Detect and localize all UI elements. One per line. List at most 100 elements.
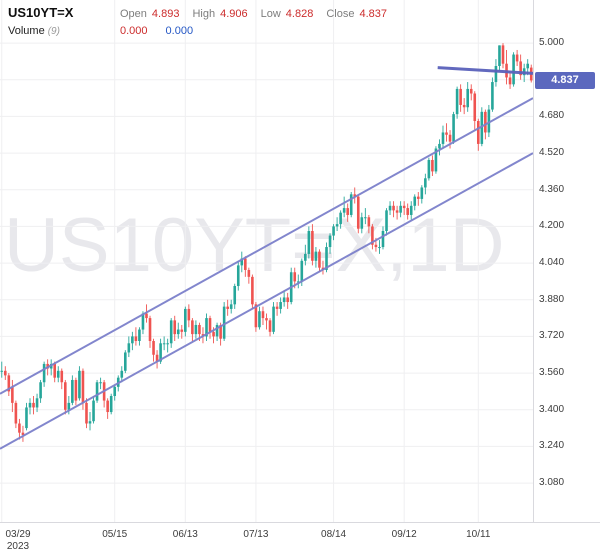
volume-label: Volume bbox=[8, 25, 45, 37]
candle bbox=[473, 93, 477, 122]
candle bbox=[95, 382, 99, 401]
candle bbox=[395, 210, 399, 213]
candle bbox=[173, 320, 177, 335]
open-value: 4.893 bbox=[151, 8, 180, 20]
volume-indicator: Volume (9) bbox=[8, 21, 120, 39]
candle bbox=[459, 88, 462, 105]
price-tick-label: 3.240 bbox=[539, 440, 565, 452]
candle bbox=[212, 331, 215, 337]
date-tick-label: 09/12 bbox=[391, 529, 417, 540]
chart-header: US10YT=X Open 4.893 High 4.906 Low 4.828 Cl… bbox=[8, 4, 400, 38]
candle bbox=[0, 370, 4, 372]
channel-upper-line[interactable] bbox=[0, 97, 533, 395]
candle bbox=[476, 121, 480, 144]
candle bbox=[452, 114, 455, 142]
candle bbox=[427, 159, 431, 179]
candle bbox=[318, 251, 321, 268]
candle bbox=[25, 407, 28, 429]
candle bbox=[184, 308, 187, 332]
candle bbox=[462, 104, 466, 108]
open-label: Open bbox=[120, 8, 147, 20]
candle bbox=[445, 132, 448, 135]
year-tick-label: 2023 bbox=[6, 541, 30, 552]
candle bbox=[35, 398, 39, 408]
candle bbox=[364, 217, 367, 219]
candle bbox=[120, 370, 124, 378]
low-value: 4.828 bbox=[285, 8, 314, 20]
candle bbox=[491, 82, 494, 110]
candle bbox=[335, 224, 339, 227]
candle bbox=[109, 396, 113, 413]
candle bbox=[494, 66, 498, 83]
candle bbox=[268, 320, 272, 332]
candle bbox=[81, 370, 85, 403]
candle bbox=[229, 304, 233, 309]
candle bbox=[159, 343, 162, 362]
date-tick-label: 10/11 bbox=[466, 529, 491, 540]
candle bbox=[339, 212, 342, 225]
resistance-line[interactable] bbox=[437, 66, 533, 75]
candle bbox=[293, 272, 297, 282]
date-tick-label: 05/15 bbox=[102, 529, 128, 540]
last-price-badge: 4.837 bbox=[535, 72, 595, 90]
candle bbox=[378, 247, 381, 249]
candle bbox=[392, 205, 395, 211]
candle bbox=[99, 382, 102, 384]
candle bbox=[441, 132, 445, 144]
candle bbox=[113, 386, 117, 397]
candle bbox=[254, 304, 258, 328]
channel-lower-line[interactable] bbox=[0, 152, 533, 450]
time-axis[interactable]: 03/29 2023 05/15 06/13 07/13 08/14 09/12 10/11 bbox=[0, 522, 600, 559]
candle bbox=[78, 370, 81, 399]
candle bbox=[67, 402, 71, 410]
candle bbox=[187, 308, 191, 321]
candle bbox=[138, 329, 141, 342]
candle bbox=[124, 352, 127, 371]
candle bbox=[304, 253, 307, 261]
candle bbox=[342, 208, 346, 213]
candle bbox=[413, 196, 417, 206]
candle bbox=[198, 324, 201, 335]
volume-row: Volume (9) 0.000 0.000 bbox=[8, 21, 400, 38]
volume-value-1: 0.000 bbox=[120, 25, 148, 37]
symbol-title: US10YT=X bbox=[8, 5, 74, 20]
candle bbox=[279, 302, 282, 309]
date-tick-label: 08/14 bbox=[321, 529, 347, 540]
candle bbox=[487, 109, 491, 133]
candle bbox=[205, 318, 208, 337]
candle bbox=[21, 432, 25, 435]
date-tick-label: 06/13 bbox=[172, 529, 198, 540]
close-label: Close bbox=[326, 8, 355, 20]
candle bbox=[367, 217, 371, 227]
candle bbox=[261, 311, 265, 319]
candle bbox=[92, 400, 95, 422]
candle bbox=[349, 194, 353, 215]
candle bbox=[240, 258, 244, 266]
candle bbox=[416, 196, 420, 199]
candle bbox=[88, 421, 92, 424]
candlestick-chart[interactable] bbox=[0, 0, 533, 522]
candle bbox=[265, 318, 268, 321]
candle bbox=[244, 258, 247, 270]
high-value: 4.906 bbox=[220, 8, 248, 20]
date-tick-label: 07/13 bbox=[243, 529, 269, 540]
volume-param: (9) bbox=[47, 26, 60, 37]
close-value: 4.837 bbox=[359, 8, 387, 20]
candle bbox=[56, 370, 60, 378]
date-tick-label: 03/29 bbox=[5, 529, 31, 540]
candle bbox=[438, 143, 441, 149]
high-label: High bbox=[192, 8, 216, 20]
volume-value-2: 0.000 bbox=[165, 25, 194, 37]
candle bbox=[3, 370, 7, 376]
candle bbox=[515, 54, 519, 62]
candle bbox=[71, 379, 74, 403]
candle bbox=[409, 205, 413, 215]
candle bbox=[18, 423, 21, 433]
price-tick-label: 4.520 bbox=[539, 147, 565, 159]
candle bbox=[498, 45, 501, 67]
candle bbox=[399, 205, 402, 213]
candle bbox=[431, 159, 434, 172]
candle bbox=[32, 402, 35, 408]
price-tick-label: 3.560 bbox=[539, 367, 565, 379]
